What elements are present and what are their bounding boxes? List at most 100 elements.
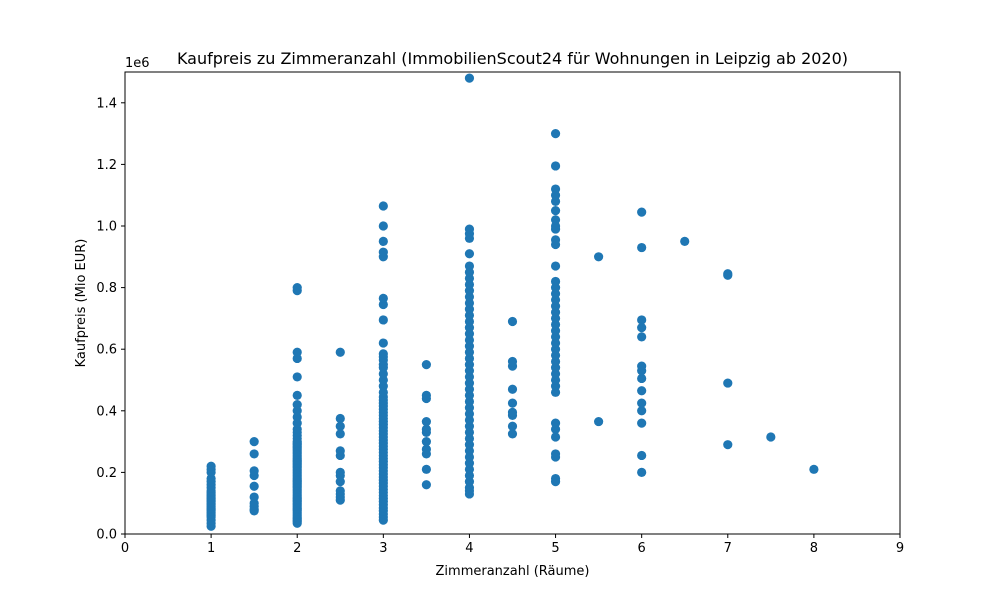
x-tick-label: 4 — [465, 541, 473, 556]
data-point — [292, 283, 302, 293]
data-point — [550, 418, 561, 428]
data-point — [550, 473, 561, 484]
data-point — [464, 249, 475, 259]
y-tick-label: 0.8 — [96, 281, 117, 296]
data-point — [550, 235, 561, 245]
chart-title: Kaufpreis zu Zimmeranzahl (ImmobilienSco… — [177, 49, 848, 68]
y-tick-label: 0.2 — [96, 466, 117, 481]
data-point — [550, 276, 561, 287]
data-point — [335, 347, 345, 357]
x-tick-label: 6 — [638, 541, 646, 556]
plot-frame — [124, 71, 901, 535]
data-point — [421, 480, 431, 490]
data-point — [335, 467, 345, 477]
x-axis-ticks: 0 1 2 3 4 5 6 7 8 9 — [121, 534, 904, 556]
y-axis-label: Kaufpreis (Mio EUR) — [74, 239, 89, 368]
y-offset-label: 1e6 — [125, 56, 150, 71]
data-point — [335, 486, 345, 496]
data-point — [378, 293, 388, 303]
data-point — [723, 440, 733, 450]
data-point — [292, 347, 302, 357]
data-point — [809, 464, 819, 474]
data-point — [723, 378, 733, 388]
data-point — [550, 206, 561, 216]
x-axis-label: Zimmeranzahl (Räume) — [436, 564, 590, 579]
data-point — [550, 129, 561, 139]
data-point — [507, 429, 518, 439]
data-point — [637, 386, 647, 396]
data-point — [507, 407, 518, 417]
data-point — [550, 261, 561, 271]
data-point — [550, 449, 561, 459]
x-tick-label: 1 — [207, 541, 215, 556]
data-point — [421, 424, 431, 434]
data-point — [550, 432, 561, 442]
data-point — [464, 261, 475, 271]
y-tick-label: 1.4 — [96, 96, 117, 111]
data-point — [594, 252, 604, 262]
data-point — [637, 207, 647, 217]
y-tick-label: 0.4 — [96, 404, 117, 419]
data-point — [292, 400, 302, 410]
data-point — [680, 236, 690, 246]
data-point — [637, 398, 647, 408]
data-point — [766, 432, 776, 442]
data-point — [378, 338, 388, 348]
data-point — [421, 390, 431, 400]
data-point — [249, 481, 259, 491]
data-point — [378, 315, 388, 325]
data-point — [249, 437, 259, 447]
data-point — [550, 215, 561, 225]
x-tick-label: 8 — [810, 541, 818, 556]
y-tick-label: 1.0 — [96, 220, 117, 235]
data-point — [421, 416, 431, 427]
data-point — [249, 492, 259, 502]
y-tick-label: 1.2 — [96, 158, 117, 173]
data-point — [637, 450, 647, 461]
data-point — [378, 221, 388, 231]
data-point — [292, 390, 302, 400]
data-point — [421, 444, 431, 454]
data-point — [378, 236, 388, 246]
data-point — [723, 269, 733, 279]
y-axis-ticks: 0.0 0.2 0.4 0.6 0.8 1.0 1.2 1.4 — [96, 96, 125, 543]
data-point — [464, 73, 475, 83]
data-point — [507, 398, 518, 408]
data-point — [637, 467, 647, 477]
data-point — [378, 349, 388, 359]
data-point — [637, 315, 647, 325]
data-point — [507, 384, 518, 394]
data-point — [637, 332, 647, 342]
data-point — [637, 323, 647, 333]
data-point — [637, 373, 647, 384]
data-point — [249, 449, 259, 459]
x-tick-label: 5 — [551, 541, 559, 556]
data-point — [507, 356, 518, 367]
data-point — [550, 184, 561, 194]
x-tick-label: 7 — [724, 541, 732, 556]
data-point — [507, 316, 518, 327]
data-point — [292, 372, 302, 382]
data-point — [637, 406, 647, 416]
data-point — [637, 418, 647, 428]
y-tick-label: 0.6 — [96, 343, 117, 358]
data-point — [507, 421, 518, 431]
data-point — [550, 161, 561, 171]
data-point — [421, 360, 431, 370]
data-point — [594, 416, 604, 427]
data-point — [335, 446, 345, 456]
data-points — [206, 73, 819, 531]
data-point — [421, 464, 431, 474]
data-point — [249, 466, 259, 476]
x-tick-label: 3 — [379, 541, 387, 556]
data-point — [378, 247, 388, 257]
data-point — [637, 242, 647, 253]
data-point — [421, 437, 431, 447]
data-point — [206, 461, 216, 471]
x-tick-label: 2 — [293, 541, 301, 556]
data-point — [335, 429, 345, 439]
data-point — [335, 413, 345, 424]
data-point — [637, 361, 647, 371]
